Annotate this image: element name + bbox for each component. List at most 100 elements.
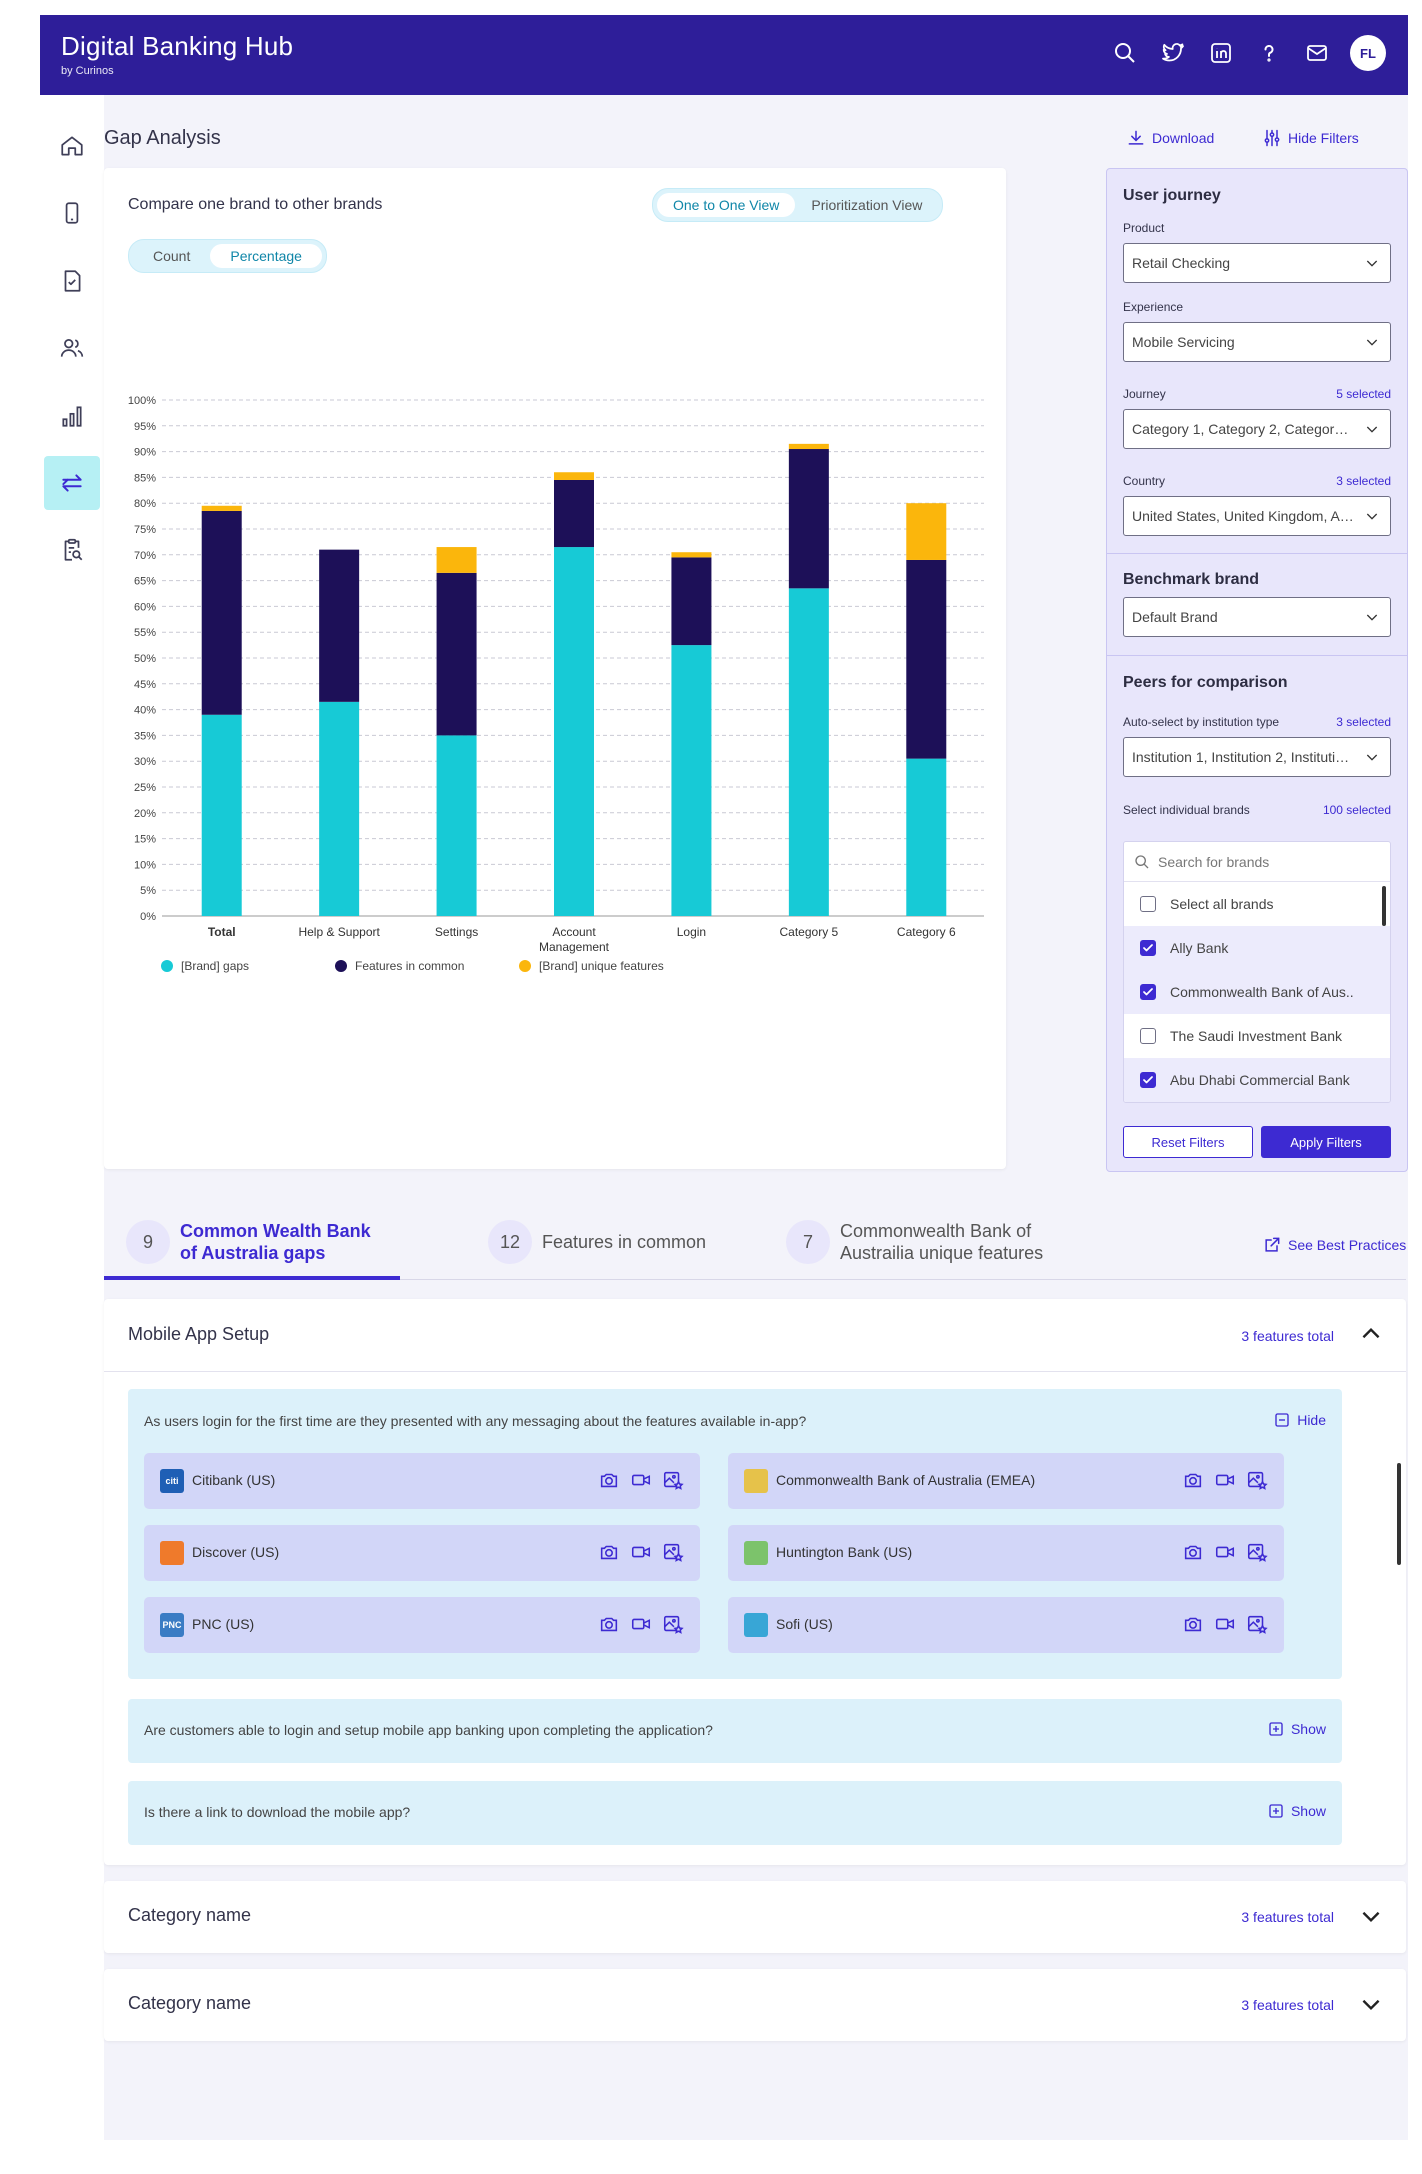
users-icon[interactable] xyxy=(44,321,100,375)
bank-card[interactable]: Discover (US) xyxy=(144,1525,700,1581)
image-star-icon[interactable] xyxy=(662,1469,684,1491)
hide-label: Hide xyxy=(1297,1412,1326,1428)
chevron-down-icon[interactable] xyxy=(1358,1991,1384,2017)
bar-segment xyxy=(671,552,712,558)
image-star-icon[interactable] xyxy=(662,1613,684,1635)
image-star-icon[interactable] xyxy=(1246,1469,1268,1491)
linkedin-icon[interactable] xyxy=(1208,40,1234,66)
checkbox-checked[interactable] xyxy=(1140,940,1156,956)
show-button[interactable]: Show xyxy=(1267,1720,1326,1738)
compare-arrows-icon[interactable] xyxy=(44,456,100,510)
camera-icon[interactable] xyxy=(598,1613,620,1635)
hide-button[interactable]: Hide xyxy=(1273,1411,1326,1429)
bar-chart-icon[interactable] xyxy=(44,389,100,443)
bank-card[interactable]: Huntington Bank (US) xyxy=(728,1525,1284,1581)
checkbox-checked[interactable] xyxy=(1140,1072,1156,1088)
sidebar xyxy=(40,95,104,2140)
mail-icon[interactable] xyxy=(1304,40,1330,66)
video-icon[interactable] xyxy=(1214,1469,1236,1491)
metric-toggle: Count Percentage xyxy=(128,239,327,273)
tab-features-in-common[interactable]: 12 Features in common xyxy=(488,1220,706,1264)
checkbox-checked[interactable] xyxy=(1140,984,1156,1000)
features-total: 3 features total xyxy=(1241,1997,1334,2013)
question-text: Are customers able to login and setup mo… xyxy=(144,1722,713,1738)
video-icon[interactable] xyxy=(630,1469,652,1491)
tab-brand-gaps[interactable]: 9 Common Wealth Bank of Australia gaps xyxy=(126,1220,371,1264)
mobile-icon[interactable] xyxy=(44,186,100,240)
image-star-icon[interactable] xyxy=(662,1541,684,1563)
bank-name: Huntington Bank (US) xyxy=(776,1544,913,1560)
clipboard-search-icon[interactable] xyxy=(44,523,100,577)
count-toggle-button[interactable]: Count xyxy=(153,248,191,264)
experience-value: Mobile Servicing xyxy=(1132,334,1235,350)
question-panel-collapsed[interactable]: Is there a link to download the mobile a… xyxy=(128,1781,1342,1845)
video-icon[interactable] xyxy=(1214,1613,1236,1635)
video-icon[interactable] xyxy=(1214,1541,1236,1563)
app-window: Digital Banking Hub by Curinos FL xyxy=(40,15,1408,2140)
experience-select[interactable]: Mobile Servicing xyxy=(1123,322,1391,362)
user-avatar[interactable]: FL xyxy=(1350,35,1386,71)
show-button[interactable]: Show xyxy=(1267,1802,1326,1820)
chevron-up-icon[interactable] xyxy=(1358,1321,1384,1347)
video-icon[interactable] xyxy=(630,1613,652,1635)
country-count: 3 selected xyxy=(1336,474,1391,488)
document-check-icon[interactable] xyxy=(44,254,100,308)
see-best-practices-link[interactable]: See Best Practices xyxy=(1262,1235,1406,1255)
bar-segment xyxy=(554,547,594,916)
checkbox[interactable] xyxy=(1140,896,1156,912)
one-to-one-view-button[interactable]: One to One View xyxy=(657,193,796,217)
chevron-down-icon[interactable] xyxy=(1358,1903,1384,1929)
download-label: Download xyxy=(1152,130,1215,146)
product-select[interactable]: Retail Checking xyxy=(1123,243,1391,283)
brand-search-input[interactable]: Search for brands xyxy=(1124,842,1390,882)
hide-filters-button[interactable]: Hide Filters xyxy=(1262,128,1359,148)
search-icon[interactable] xyxy=(1112,40,1138,66)
tab-unique-features[interactable]: 7 Commonwealth Bank of Austrailia unique … xyxy=(786,1220,1043,1264)
image-star-icon[interactable] xyxy=(1246,1613,1268,1635)
help-icon[interactable] xyxy=(1256,40,1282,66)
category-accordion[interactable]: Category name 3 features total xyxy=(104,1969,1406,2041)
bank-card[interactable]: Commonwealth Bank of Australia (EMEA) xyxy=(728,1453,1284,1509)
tab-label-line2: Austrailia unique features xyxy=(840,1243,1044,1263)
video-icon[interactable] xyxy=(630,1541,652,1563)
percentage-toggle-button[interactable]: Percentage xyxy=(210,244,322,268)
camera-icon[interactable] xyxy=(1182,1469,1204,1491)
reset-filters-button[interactable]: Reset Filters xyxy=(1123,1126,1253,1158)
institution-type-select[interactable]: Institution 1, Institution 2, Institutio… xyxy=(1123,737,1391,777)
checkbox[interactable] xyxy=(1140,1028,1156,1044)
image-star-icon[interactable] xyxy=(1246,1541,1268,1563)
bank-card[interactable]: PNC PNC (US) xyxy=(144,1597,700,1653)
institution-type-value: Institution 1, Institution 2, Institutio… xyxy=(1132,749,1363,765)
prioritization-view-button[interactable]: Prioritization View xyxy=(811,197,923,213)
experience-label: Experience xyxy=(1123,300,1184,314)
bank-card[interactable]: Sofi (US) xyxy=(728,1597,1284,1653)
brand-option[interactable]: Ally Bank xyxy=(1124,926,1390,970)
category-accordion[interactable]: Category name 3 features total xyxy=(104,1881,1406,1953)
brand-option[interactable]: Select all brands xyxy=(1124,882,1390,926)
country-select[interactable]: United States, United Kingdom, Australia xyxy=(1123,496,1391,536)
camera-icon[interactable] xyxy=(1182,1541,1204,1563)
features-total: 3 features total xyxy=(1241,1328,1334,1344)
camera-icon[interactable] xyxy=(1182,1613,1204,1635)
benchmark-select[interactable]: Default Brand xyxy=(1123,597,1391,637)
camera-icon[interactable] xyxy=(598,1469,620,1491)
brand-option-label: Select all brands xyxy=(1170,896,1274,912)
x-tick-label: Help & Support xyxy=(298,925,380,939)
brand-option[interactable]: The Saudi Investment Bank xyxy=(1124,1014,1390,1058)
brand-list-scrollbar[interactable] xyxy=(1382,886,1386,926)
legend-label: [Brand] unique features xyxy=(539,959,664,973)
twitter-icon[interactable] xyxy=(1160,40,1186,66)
camera-icon[interactable] xyxy=(598,1541,620,1563)
apply-filters-button[interactable]: Apply Filters xyxy=(1261,1126,1391,1158)
bank-card[interactable]: citi Citibank (US) xyxy=(144,1453,700,1509)
brand-option[interactable]: Commonwealth Bank of Aus.. xyxy=(1124,970,1390,1014)
question-panel-collapsed[interactable]: Are customers able to login and setup mo… xyxy=(128,1699,1342,1763)
accordion-header[interactable]: Mobile App Setup 3 features total xyxy=(104,1299,1406,1371)
home-icon[interactable] xyxy=(44,119,100,173)
app-subtitle: by Curinos xyxy=(61,65,114,77)
download-button[interactable]: Download xyxy=(1126,128,1214,148)
brand-option[interactable]: Abu Dhabi Commercial Bank xyxy=(1124,1058,1390,1102)
divider xyxy=(104,1371,1406,1372)
bank-list-scrollbar[interactable] xyxy=(1397,1463,1401,1565)
journey-select[interactable]: Category 1, Category 2, Category 3, Cate… xyxy=(1123,409,1391,449)
